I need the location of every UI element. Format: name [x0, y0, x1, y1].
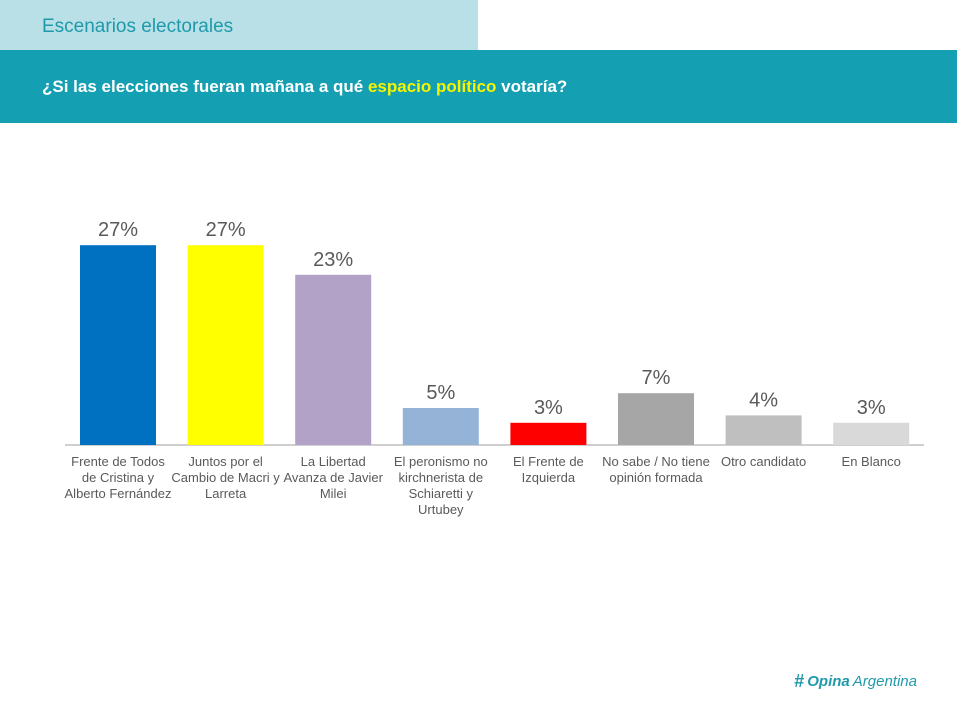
- hashtag-icon: #: [794, 670, 805, 691]
- category-label: Frente de Todos de Cristina y Alberto Fe…: [64, 454, 172, 501]
- bar-value-label: 5%: [426, 382, 455, 404]
- question-banner: ¿Si las elecciones fueran mañana a qué e…: [0, 50, 957, 123]
- category-label: En Blanco: [841, 454, 901, 469]
- bar: [80, 245, 156, 445]
- bar: [295, 274, 372, 445]
- bar-value-label: 23%: [313, 249, 353, 271]
- category-label: Otro candidato: [720, 454, 807, 469]
- bar: [833, 422, 910, 445]
- bar-value-label: 3%: [534, 397, 563, 419]
- question-highlight: espacio político: [367, 77, 497, 96]
- bar-value-label: 7%: [642, 367, 671, 389]
- bar-value-label: 4%: [749, 389, 778, 411]
- category-label: El Frente de Izquierda: [512, 454, 584, 485]
- bar: [402, 408, 479, 445]
- section-tab: Escenarios electorales: [0, 0, 478, 50]
- bar: [725, 415, 802, 445]
- category-label: La Libertad Avanza de Javier Milei: [283, 454, 383, 501]
- logo-word-argentina: Argentina: [852, 672, 917, 690]
- brand-logo: # Opina Argentina: [794, 670, 917, 692]
- category-label: El peronismo no kirchnerista de Schiaret…: [393, 454, 488, 517]
- section-title: Escenarios electorales: [42, 16, 234, 37]
- bar-value-label: 27%: [206, 219, 246, 241]
- bar: [510, 422, 587, 445]
- bar-chart: 27% 27% 23% 5% 3% 7% 4% 3%: [65, 219, 924, 446]
- bar: [618, 393, 694, 445]
- question-text-end: votaría?: [496, 77, 568, 96]
- question-text-start: ¿Si las elecciones fueran mañana a qué: [42, 77, 368, 96]
- category-label: No sabe / No tiene opinión formada: [602, 454, 710, 485]
- bar-value-label: 27%: [98, 219, 138, 241]
- category-label: Juntos por el Cambio de Macri y Larreta: [171, 454, 280, 501]
- bar: [187, 245, 264, 445]
- bar-value-label: 3%: [857, 397, 886, 419]
- logo-word-opina: Opina: [807, 672, 850, 690]
